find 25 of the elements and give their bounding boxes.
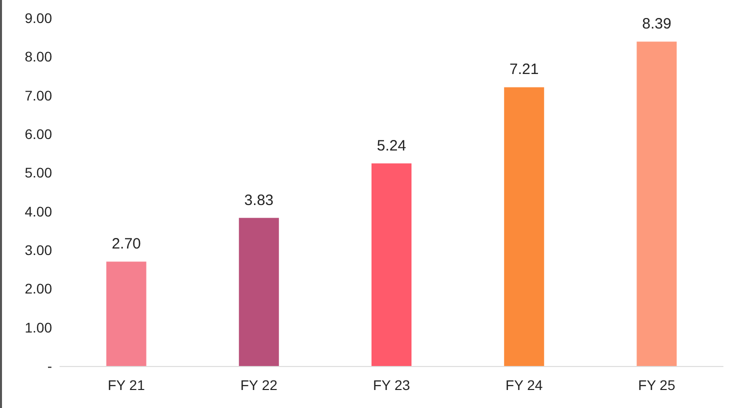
- bar: [504, 87, 544, 366]
- bar: [238, 218, 279, 366]
- y-tick-label: 2.00: [24, 280, 52, 297]
- y-tick-label: -: [47, 358, 52, 374]
- bar: [106, 262, 146, 366]
- y-tick-label: 7.00: [24, 87, 52, 104]
- data-label: 7.21: [510, 61, 539, 78]
- x-tick-label: FY 21: [108, 377, 146, 393]
- y-tick-label: 8.00: [24, 48, 52, 65]
- y-tick-label: 9.00: [24, 10, 52, 26]
- x-tick-label: FY 23: [372, 377, 410, 393]
- data-label: 5.24: [376, 137, 406, 154]
- y-tick-label: 1.00: [24, 319, 52, 336]
- y-tick-label: 5.00: [24, 164, 52, 181]
- x-tick-label: FY 22: [240, 377, 278, 393]
- y-tick-label: 3.00: [24, 242, 52, 258]
- x-tick-label: FY 25: [638, 377, 676, 393]
- bar: [636, 42, 677, 366]
- y-tick-label: 6.00: [24, 126, 52, 142]
- data-label: 3.83: [244, 192, 274, 209]
- data-label: 8.39: [642, 16, 672, 33]
- data-label: 2.70: [112, 236, 141, 253]
- bar: [372, 163, 412, 366]
- x-tick-label: FY 24: [506, 377, 543, 393]
- y-tick-label: 4.00: [24, 203, 52, 220]
